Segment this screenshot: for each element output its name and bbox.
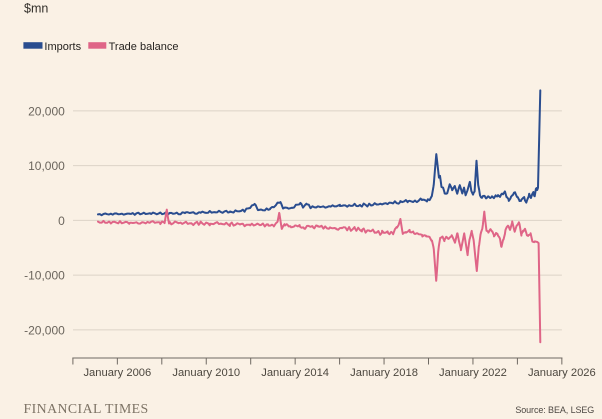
svg-text:January 2006: January 2006: [83, 367, 151, 379]
svg-text:January 2010: January 2010: [172, 367, 240, 379]
svg-text:Source: BEA, LSEG: Source: BEA, LSEG: [515, 405, 594, 415]
svg-text:0: 0: [58, 214, 65, 228]
svg-text:Trade balance: Trade balance: [109, 41, 179, 53]
svg-text:January 2014: January 2014: [261, 367, 329, 379]
svg-text:-10,000: -10,000: [24, 269, 65, 283]
svg-text:10,000: 10,000: [28, 159, 65, 173]
svg-text:20,000: 20,000: [28, 104, 65, 118]
svg-text:January 2026: January 2026: [528, 367, 596, 379]
svg-text:January 2018: January 2018: [350, 367, 418, 379]
svg-text:Imports: Imports: [44, 41, 81, 53]
svg-text:$mn: $mn: [24, 2, 48, 16]
svg-text:January 2022: January 2022: [439, 367, 507, 379]
svg-text:FINANCIAL TIMES: FINANCIAL TIMES: [24, 401, 149, 416]
svg-text:-20,000: -20,000: [24, 323, 65, 337]
